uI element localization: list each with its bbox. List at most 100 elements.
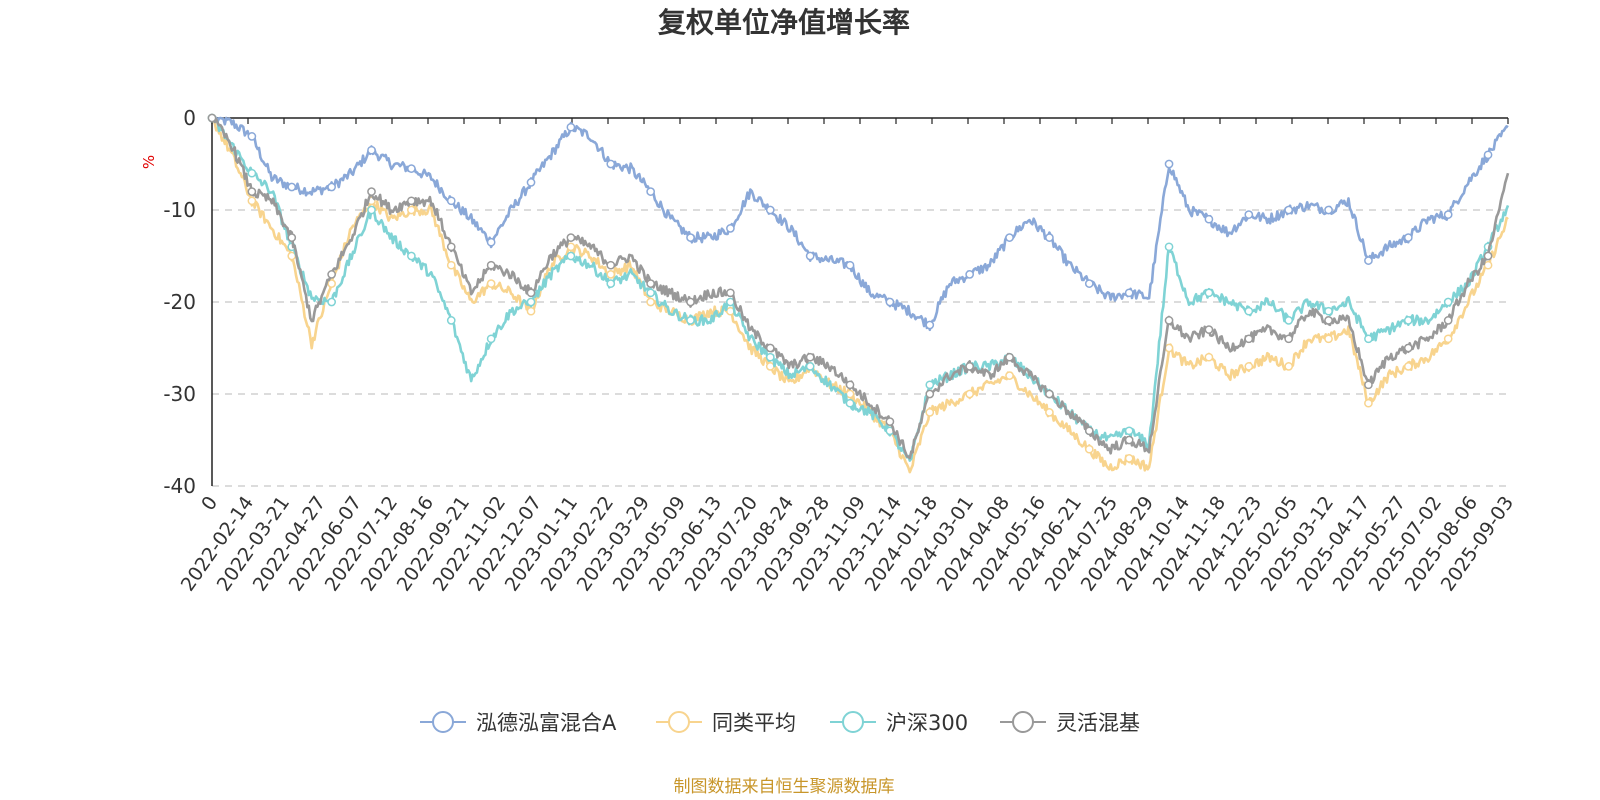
series-point [925,380,935,390]
series-point [486,334,496,344]
legend-label: 泓德泓富混合A [476,711,617,735]
series-point [606,270,616,279]
series-point [885,297,895,307]
series-point [765,362,775,371]
series-point [407,164,416,173]
series-point [845,398,855,408]
y-tick-label: -20 [163,290,196,314]
series-point [1443,334,1453,344]
series-point [327,297,336,307]
series-point [1005,371,1014,380]
legend-marker [842,711,864,733]
series-point [367,205,376,215]
series-point [327,182,336,192]
series-lines [207,113,1510,474]
series-point [965,389,975,399]
chart-title: 复权单位净值增长率 [658,6,910,39]
series-point [1084,279,1094,288]
series-point [1284,334,1294,344]
y-axis-unit: % [140,155,158,169]
y-tick-label: -40 [163,474,196,498]
series-point [686,316,695,325]
series-point [1005,233,1014,242]
series-point [1244,334,1254,344]
series-point [1443,210,1453,219]
series-point [1284,362,1294,371]
series-point [606,279,616,288]
series-point [1164,159,1174,169]
series-point [1124,426,1134,436]
series-point [446,316,456,325]
x-tick-label: 0 [197,492,222,515]
series-point [526,306,536,316]
series-point [486,237,496,247]
series-point [566,251,576,261]
y-tick-label: 0 [183,106,196,130]
series-point [726,224,735,233]
legend-marker [1012,711,1034,733]
series-point [1045,233,1054,242]
series-point [1164,242,1174,252]
series-point [287,182,297,192]
series-point [1084,444,1094,454]
series-point [1045,389,1054,399]
legend-marker [668,711,690,733]
series-point [1364,380,1373,390]
series-point [606,159,616,169]
legend-marker [432,711,454,733]
series-point [327,279,336,288]
series-point [407,205,416,215]
series-point [526,297,536,307]
series-point [1244,306,1254,316]
series-point [327,270,336,279]
series-point [247,187,257,196]
legend: 泓德泓富混合A 同类平均 沪深300 灵活混基 [420,711,1140,735]
series-point [367,187,376,196]
series-point [965,270,975,279]
series-point [925,389,935,399]
series-point [845,380,855,390]
series-point [925,408,935,417]
series-point [646,297,655,307]
series-point [1124,435,1134,445]
series-point [566,233,576,242]
series-point [1204,288,1214,298]
series-point [526,178,536,187]
legend-label: 灵活混基 [1056,711,1140,735]
series-point [1483,260,1493,270]
series-point [446,196,456,206]
legend-label: 沪深300 [886,711,968,735]
series-point [726,288,735,298]
series-point [1443,316,1453,325]
legend-label: 同类平均 [712,711,796,735]
series-point [1244,210,1254,219]
series-point [1403,233,1413,242]
series-point [207,113,217,123]
series-point [1284,205,1294,215]
series-point [1403,343,1413,353]
series-point [1005,352,1014,362]
series-point [646,187,655,196]
series-point [566,122,576,132]
series-point [1324,306,1333,316]
series-point [1124,288,1134,298]
series-point [247,168,257,178]
series-point [1403,316,1413,325]
series-point [1364,398,1373,408]
series-point [686,233,695,242]
series-point [1324,334,1333,344]
series-point [526,288,536,298]
series-point [1204,325,1214,334]
series-point [367,145,376,155]
series-point [247,132,257,141]
series-point [1324,316,1333,325]
series-point [646,279,655,288]
series-point [407,196,416,206]
series-line [211,116,1509,332]
series-point [765,352,775,362]
series-point [606,260,616,270]
series-point [1164,316,1174,325]
series-point [885,417,895,426]
series-point [845,260,855,270]
